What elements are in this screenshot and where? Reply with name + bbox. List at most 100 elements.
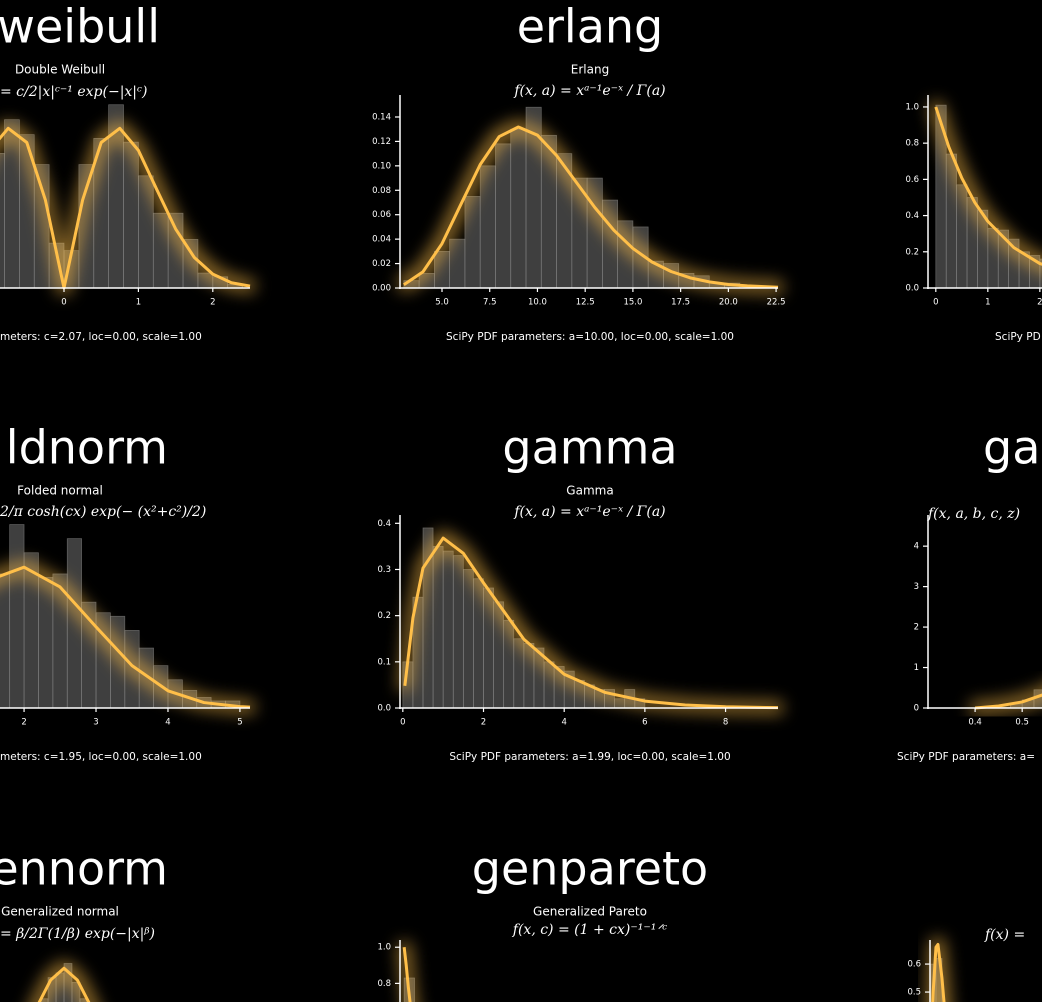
hist-bar xyxy=(167,212,184,289)
chart-subtitle: Generalized Pareto xyxy=(533,905,647,919)
hist-bar xyxy=(38,577,54,709)
hist-bar xyxy=(495,143,512,289)
y-tick-label: 0.8 xyxy=(905,139,919,149)
formula: = β/2Γ(1/β) exp(−|x|ᵝ) xyxy=(0,926,155,942)
hist-bar xyxy=(138,175,154,289)
hist-bar xyxy=(66,538,82,709)
chart-subtitle: Generalized normal xyxy=(1,905,119,919)
formula: f(x, a) = xᵃ⁻¹e⁻ˣ / Γ(a) xyxy=(513,83,665,99)
hist-bar xyxy=(110,615,126,709)
hist-bar xyxy=(449,238,466,289)
hist-bar xyxy=(510,128,527,289)
hist-bar xyxy=(479,165,496,289)
x-tick-label: 0 xyxy=(933,298,938,308)
y-tick-label: 0.2 xyxy=(905,247,919,257)
hist-bar xyxy=(617,220,634,289)
parameters-caption: SciPy PDF parameters: a=10.00, loc=0.00,… xyxy=(446,331,734,343)
x-tick-label: 4 xyxy=(165,718,170,728)
hist-bar xyxy=(573,679,585,709)
y-tick-label: 1 xyxy=(914,663,919,673)
pdf-curve xyxy=(402,125,779,289)
x-tick-label: 2 xyxy=(481,718,486,728)
x-tick-label: 2 xyxy=(210,298,215,308)
x-tick-label: 17.5 xyxy=(671,298,690,308)
hist-bar xyxy=(513,638,525,709)
hist-bar xyxy=(473,578,484,709)
hist-bar xyxy=(602,199,618,289)
hist-bar xyxy=(152,212,169,289)
y-tick-label: 0.06 xyxy=(372,210,391,220)
formula: f(x, a) = xᵃ⁻¹e⁻ˣ / Γ(a) xyxy=(513,504,665,520)
chart-title: erlang xyxy=(517,0,664,54)
hist-bar xyxy=(4,119,20,289)
parameters-caption: SciPy PDF parameters: a= xyxy=(897,751,1035,763)
x-tick-label: 5.0 xyxy=(435,298,449,308)
x-tick-label: 7.5 xyxy=(483,298,497,308)
formula: f(x, c) = (1 + cx)⁻¹⁻¹ᐟᶜ xyxy=(512,922,668,938)
hist-bar xyxy=(945,153,957,289)
x-tick-label: 1 xyxy=(985,298,990,308)
parameters-caption: SciPy PDF parameters: a=1.99, loc=0.00, … xyxy=(449,751,730,763)
hist-bar xyxy=(33,164,50,289)
x-tick-label: 0 xyxy=(400,718,405,728)
y-tick-label: 0.4 xyxy=(905,211,919,221)
x-tick-label: 8 xyxy=(723,718,728,728)
chart-title: genpareto xyxy=(472,842,708,896)
y-tick-label: 0.04 xyxy=(372,235,391,245)
y-tick-label: 0.00 xyxy=(372,284,391,294)
x-tick-label: 2 xyxy=(1037,298,1042,308)
formula: = c/2|x|ᶜ⁻¹ exp(−|x|ᶜ) xyxy=(0,84,147,100)
chart-title: gamma xyxy=(502,421,677,475)
x-tick-label: 15.0 xyxy=(623,298,642,308)
hist-bar xyxy=(614,698,626,709)
hist-bar xyxy=(418,272,435,289)
pdf-curve xyxy=(934,106,1042,266)
hist-bar xyxy=(432,546,444,709)
hist-bar xyxy=(966,197,978,289)
x-tick-label: 0.5 xyxy=(1015,718,1029,728)
hist-bar xyxy=(956,184,968,289)
x-tick-label: 5 xyxy=(237,718,242,728)
hist-bar xyxy=(63,963,73,1002)
y-tick-label: 0.4 xyxy=(377,519,391,529)
hist-bar xyxy=(452,555,464,709)
y-tick-label: 3 xyxy=(914,582,919,592)
hist-bar xyxy=(462,569,474,709)
x-tick-label: 20.0 xyxy=(719,298,738,308)
hist-bar xyxy=(23,552,39,709)
x-tick-label: 4 xyxy=(561,718,566,728)
hist-bar xyxy=(464,196,481,289)
x-tick-label: 0 xyxy=(61,298,66,308)
y-tick-label: 0.6 xyxy=(905,175,919,185)
hist-bar xyxy=(39,998,49,1002)
chart-subtitle: Double Weibull xyxy=(15,63,105,77)
y-tick-label: 0.0 xyxy=(377,704,391,714)
formula: f(x) = xyxy=(984,927,1025,943)
hist-bar xyxy=(9,524,25,709)
parameters-caption: meters: c=2.07, loc=0.00, scale=1.00 xyxy=(0,331,202,343)
hist-bar xyxy=(182,239,199,289)
pdf-curve xyxy=(0,565,251,709)
y-tick-label: 0.8 xyxy=(377,979,391,989)
pdf-curve xyxy=(37,966,91,1002)
parameters-caption: SciPy PD xyxy=(995,331,1041,343)
y-tick-label: 0.10 xyxy=(372,161,391,171)
hist-bar xyxy=(79,998,89,1002)
y-tick-label: 0.5 xyxy=(907,988,921,998)
y-tick-label: 0.14 xyxy=(372,112,391,122)
formula: f(x, a, b, c, z) xyxy=(927,506,1020,522)
chart-title: ga xyxy=(983,421,1040,475)
chart-title: ennorm xyxy=(0,842,168,896)
y-tick-label: 0.6 xyxy=(907,960,921,970)
hist-bar xyxy=(1039,258,1042,289)
hist-bar xyxy=(493,601,505,709)
y-tick-label: 0.0 xyxy=(905,284,919,294)
y-tick-label: 0.12 xyxy=(372,137,391,147)
hist-bar xyxy=(543,661,555,709)
hist-bar xyxy=(123,141,139,289)
hist-bar xyxy=(987,227,999,289)
hist-bar xyxy=(540,134,557,289)
x-tick-label: 3 xyxy=(93,718,98,728)
hist-bar xyxy=(71,981,81,1002)
